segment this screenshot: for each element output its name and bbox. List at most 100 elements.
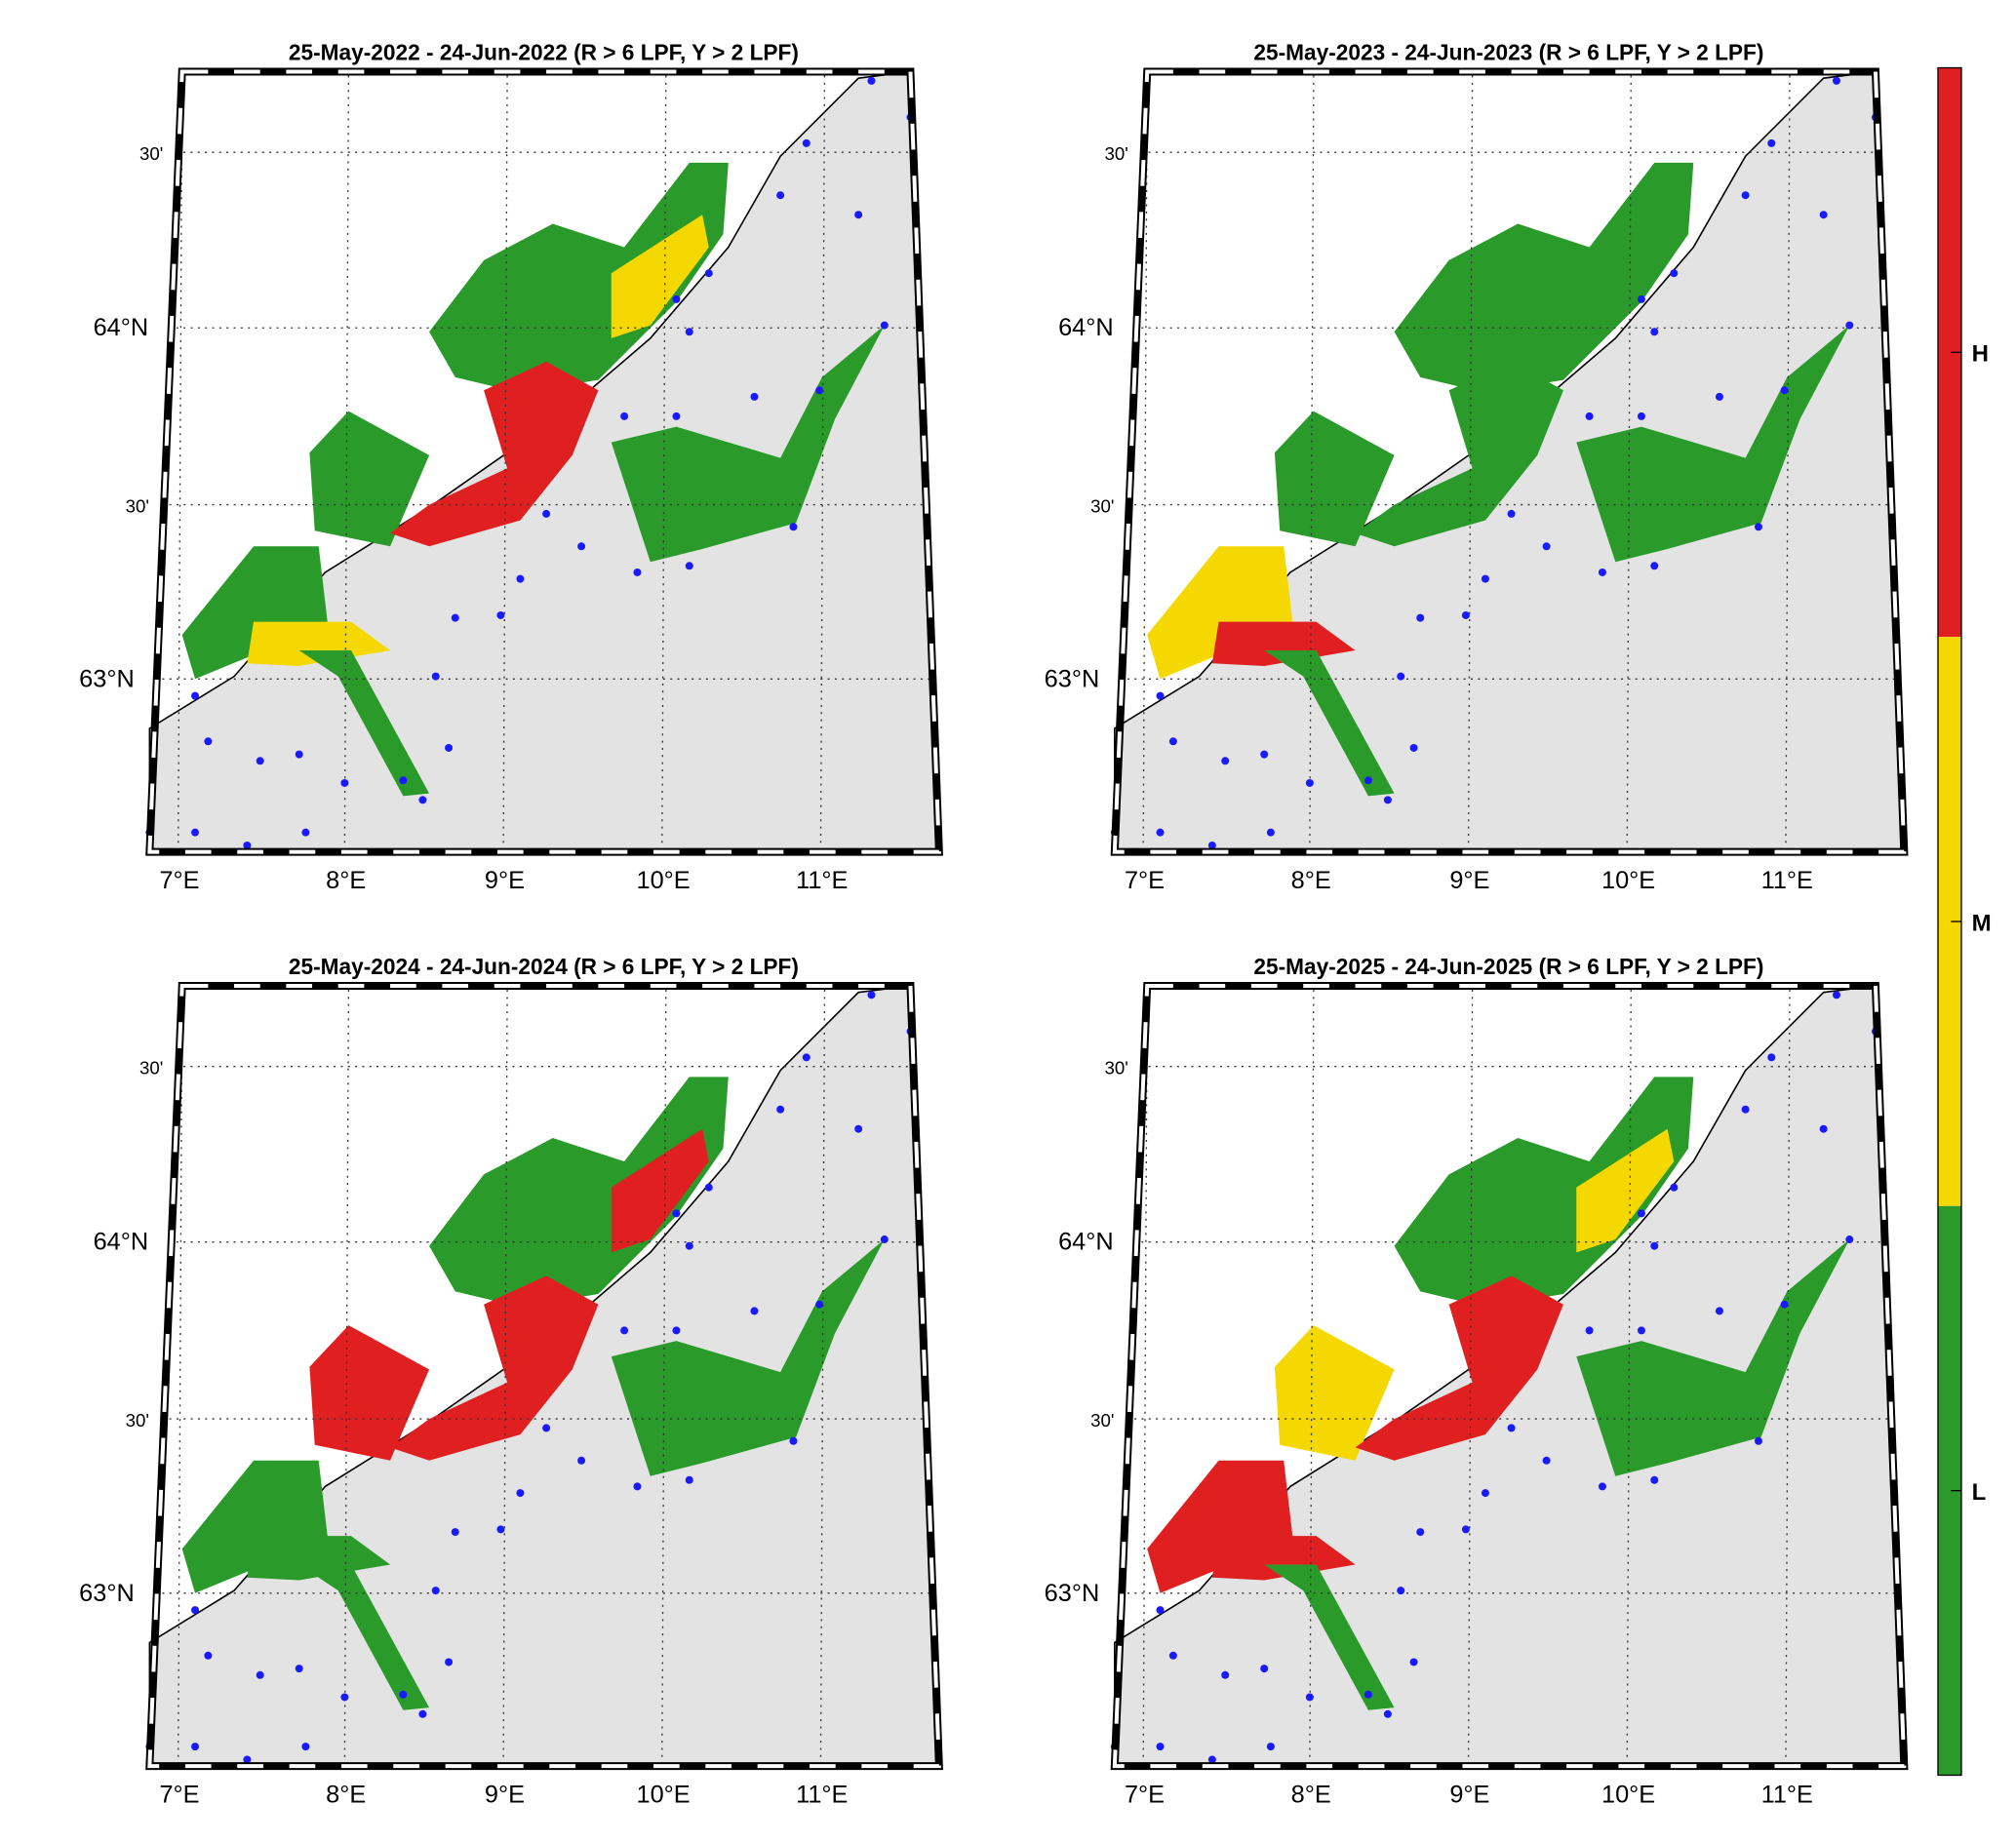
meridian xyxy=(178,75,183,848)
station-dot xyxy=(815,386,824,395)
station-dot xyxy=(1741,191,1750,200)
station-dot xyxy=(867,991,876,1000)
lat-label: 30' xyxy=(1090,1410,1114,1431)
station-dot xyxy=(1767,1053,1776,1062)
lon-label: 10°E xyxy=(637,1781,691,1808)
risk-zone xyxy=(1576,1128,1675,1253)
station-dot xyxy=(418,796,427,804)
station-dot xyxy=(1845,1235,1854,1244)
station-dot xyxy=(1266,828,1275,837)
colorbar-label: M xyxy=(1972,910,1992,936)
meridian xyxy=(502,990,508,1763)
station-dot xyxy=(1266,1743,1275,1751)
station-dot xyxy=(1364,776,1372,785)
station-dot xyxy=(431,1587,440,1595)
lat-label: 30' xyxy=(126,1410,149,1431)
risk-zone xyxy=(309,1325,430,1461)
station-dot xyxy=(1650,1475,1659,1484)
station-dot xyxy=(620,412,629,420)
risk-zone xyxy=(1576,1239,1850,1476)
station-dot xyxy=(542,509,551,518)
station-dot xyxy=(750,392,759,401)
station-dot xyxy=(1507,1424,1516,1432)
risk-zone xyxy=(247,1536,391,1581)
station-dot xyxy=(672,1326,681,1335)
meridian xyxy=(1467,75,1474,848)
station-dot xyxy=(1585,1326,1594,1335)
station-dot xyxy=(1542,1456,1551,1465)
station-dot xyxy=(418,1709,427,1718)
lat-label: 64°N xyxy=(1058,314,1114,341)
lon-label: 10°E xyxy=(1601,1781,1655,1808)
station-dot xyxy=(1305,1693,1314,1702)
station-dot xyxy=(1481,574,1489,583)
station-dot xyxy=(243,841,252,849)
station-dot xyxy=(1168,1651,1177,1660)
lon-label: 7°E xyxy=(159,1781,199,1808)
station-dot xyxy=(854,211,863,219)
station-dot xyxy=(867,76,876,85)
station-dot xyxy=(1637,1209,1645,1218)
lon-label: 7°E xyxy=(1125,867,1165,894)
colorbar-border xyxy=(1937,66,1962,1777)
risk-zone xyxy=(1274,411,1395,547)
station-dot xyxy=(1832,991,1840,1000)
station-dot xyxy=(1207,841,1216,849)
station-dot xyxy=(1260,1665,1269,1673)
station-dot xyxy=(496,610,505,619)
station-dot xyxy=(1397,1587,1405,1595)
panel-title: 25-May-2022 - 24-Jun-2022 (R > 6 LPF, Y … xyxy=(289,40,799,65)
station-dot xyxy=(880,321,889,330)
station-dot xyxy=(1461,610,1470,619)
lat-label: 64°N xyxy=(1058,1229,1114,1256)
station-dot xyxy=(1409,1658,1418,1667)
station-dot xyxy=(776,1105,785,1114)
meridian xyxy=(1626,990,1632,1763)
risk-zone xyxy=(181,1460,329,1593)
risk-zone xyxy=(1264,1564,1395,1710)
lon-label: 10°E xyxy=(1601,867,1655,894)
station-dot xyxy=(685,328,693,336)
station-dot xyxy=(854,1124,863,1133)
station-dot xyxy=(1507,509,1516,518)
risk-zone xyxy=(1394,162,1694,393)
station-dot xyxy=(1221,757,1230,765)
station-dot xyxy=(776,191,785,200)
meridian xyxy=(1142,990,1148,1763)
risk-zone xyxy=(1394,1077,1694,1308)
meridian xyxy=(1626,75,1632,848)
frame-ticks xyxy=(1112,69,1907,854)
risk-zone xyxy=(298,1564,430,1710)
station-dot xyxy=(577,1456,586,1465)
station-dot xyxy=(399,1690,408,1699)
lon-label: 8°E xyxy=(326,1781,366,1808)
station-dot xyxy=(191,1743,200,1751)
lon-label: 7°E xyxy=(1125,1781,1165,1808)
station-dot xyxy=(1832,76,1840,85)
station-dot xyxy=(1156,1743,1165,1751)
map-panel: 25-May-2024 - 24-Jun-2024 (R > 6 LPF, Y … xyxy=(79,954,943,1808)
meridian xyxy=(343,990,350,1763)
risk-zone xyxy=(1355,361,1563,547)
station-dot xyxy=(1383,796,1392,804)
lat-label: 63°N xyxy=(1045,1580,1100,1607)
risk-zone xyxy=(611,1128,709,1253)
station-dot xyxy=(1416,613,1425,622)
station-dot xyxy=(1598,568,1606,576)
station-dot xyxy=(1637,294,1645,303)
lat-label: 63°N xyxy=(79,1580,135,1607)
station-dot xyxy=(1260,750,1269,759)
station-dot xyxy=(1637,1326,1645,1335)
station-dot xyxy=(204,1651,213,1660)
station-dot xyxy=(1168,737,1177,746)
meridian xyxy=(1309,990,1315,1763)
risk-zone xyxy=(429,162,729,393)
station-dot xyxy=(880,1235,889,1244)
risk-zone xyxy=(390,1275,599,1461)
lon-label: 9°E xyxy=(485,867,525,894)
station-dot xyxy=(1819,1124,1828,1133)
station-dot xyxy=(1650,1241,1659,1250)
lat-label: 30' xyxy=(139,1058,163,1078)
risk-zone xyxy=(429,1077,729,1308)
station-dot xyxy=(451,1528,459,1537)
